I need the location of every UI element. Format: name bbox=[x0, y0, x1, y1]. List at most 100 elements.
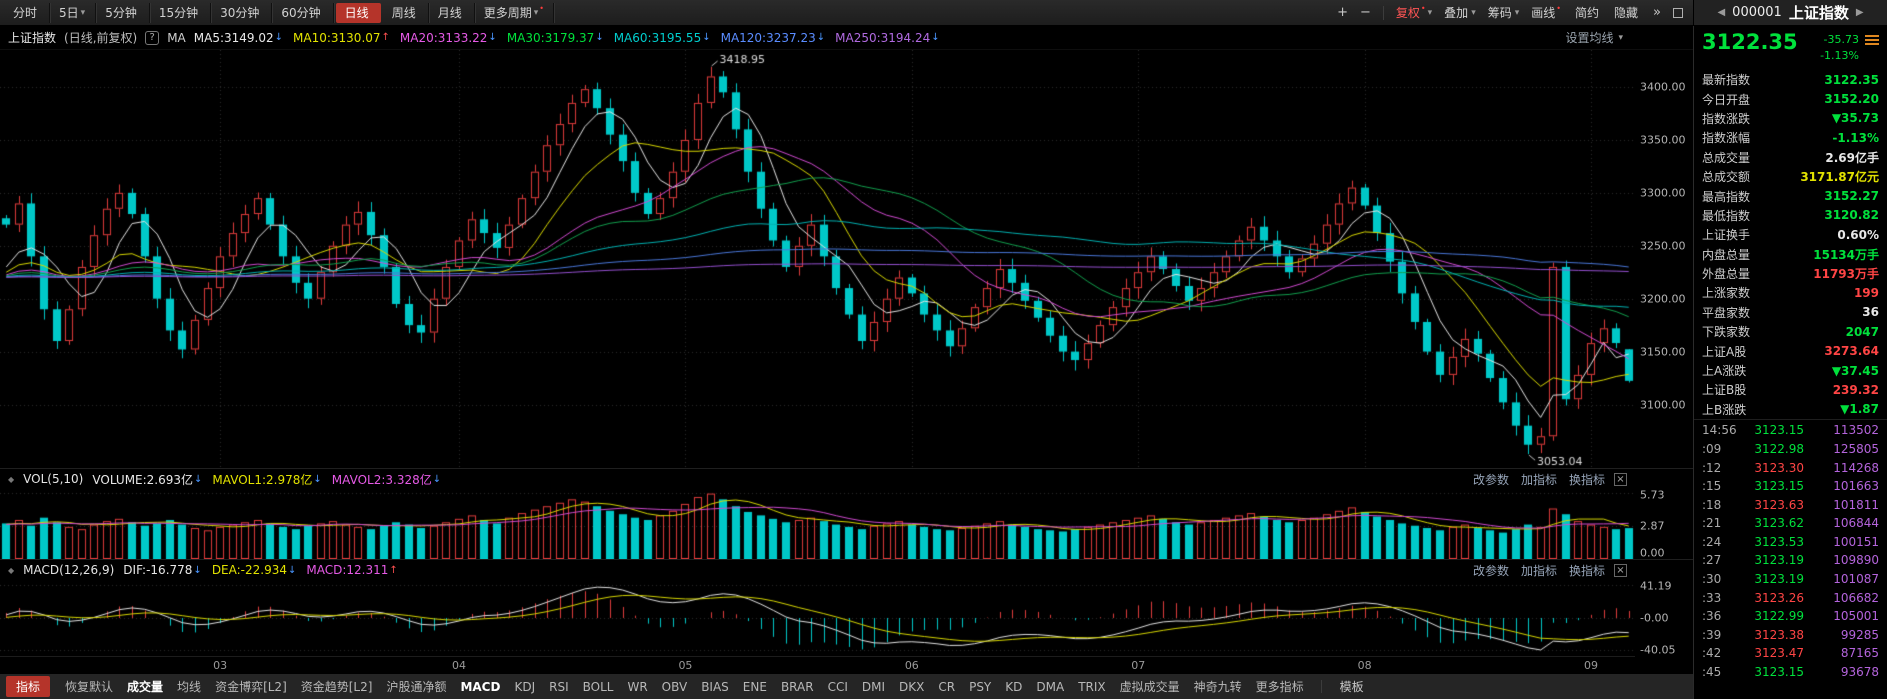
indicator-tab[interactable]: KDJ bbox=[514, 679, 536, 694]
zoom-in-icon[interactable]: + bbox=[1337, 5, 1348, 20]
indicator-tab[interactable]: TRIX bbox=[1078, 679, 1106, 694]
quote-row-value: 3171.87亿元 bbox=[1800, 170, 1879, 185]
period-tab[interactable]: 月线 bbox=[429, 2, 475, 23]
indicator-tab[interactable]: BOLL bbox=[582, 679, 614, 694]
indicator-tab[interactable]: 均线 bbox=[177, 680, 202, 694]
tool-button[interactable]: 叠加 ▾ bbox=[1444, 4, 1476, 21]
indicator-tab[interactable]: BRAR bbox=[780, 679, 814, 694]
tick-volume: 113502 bbox=[1833, 423, 1879, 438]
panel-handle-icon[interactable]: ◆ bbox=[8, 565, 15, 575]
tick-time: :24 bbox=[1702, 534, 1722, 549]
quote-row: 总成交量 2.69亿手 bbox=[1702, 148, 1879, 167]
panel-action-link[interactable]: 改参数 bbox=[1472, 563, 1509, 578]
indicator-tab[interactable]: WR bbox=[627, 679, 648, 694]
ma-settings-button[interactable]: 设置均线 ▾ bbox=[1565, 29, 1623, 46]
collapse-right-icon[interactable]: » bbox=[1653, 5, 1661, 20]
ma-value: MA20:3133.22 ↓ bbox=[400, 31, 497, 45]
tool-button[interactable]: 复权 • ▾ bbox=[1396, 4, 1432, 21]
indicator-tab[interactable]: 更多指标 bbox=[1255, 680, 1304, 694]
ma-value-text: MA120:3237.23 bbox=[720, 30, 816, 45]
panel-action-link[interactable]: 加指标 bbox=[1520, 472, 1557, 487]
indicator-tab[interactable]: KD bbox=[1005, 679, 1023, 694]
panel-action-link[interactable]: 加指标 bbox=[1520, 563, 1557, 578]
close-panel-icon[interactable]: × bbox=[1614, 563, 1627, 577]
indicator-tab[interactable]: BIAS bbox=[701, 679, 729, 694]
candlestick-chart[interactable] bbox=[0, 50, 1635, 468]
indicator-tab[interactable]: 神奇九转 bbox=[1193, 680, 1242, 694]
tool-button[interactable]: 画线 • bbox=[1531, 4, 1563, 21]
period-tab[interactable]: 周线 bbox=[383, 2, 429, 23]
period-tab-label: 30分钟 bbox=[220, 6, 260, 20]
chevron-down-icon: ▾ bbox=[1471, 7, 1476, 18]
period-tab[interactable]: 15分钟 bbox=[150, 2, 212, 23]
quote-summary: 3122.35 -35.73 -1.13% bbox=[1694, 26, 1887, 70]
tick-time: :21 bbox=[1702, 516, 1722, 531]
panel-handle-icon[interactable]: ◆ bbox=[8, 474, 15, 484]
indicator-tab[interactable]: MACD bbox=[460, 679, 501, 694]
indicator-tab[interactable]: OBV bbox=[661, 679, 688, 694]
close-panel-icon[interactable]: × bbox=[1614, 472, 1627, 486]
indicator-tab[interactable]: 资金趋势[L2] bbox=[300, 680, 373, 694]
period-tab[interactable]: 更多周期 ▾ • bbox=[475, 2, 554, 23]
tick-list[interactable]: 14:56 3123.15 113502 :09 3122.98 125805 … bbox=[1694, 419, 1887, 699]
prev-symbol-icon[interactable]: ◀ bbox=[1717, 7, 1726, 18]
chart-title: 上证指数 bbox=[8, 31, 57, 45]
panel-action-link[interactable]: 换指标 bbox=[1568, 472, 1605, 487]
ma-value: MA10:3130.07 ↑ bbox=[293, 31, 390, 45]
indicator-tab[interactable]: CCI bbox=[827, 679, 848, 694]
indicator-tab[interactable]: RSI bbox=[549, 679, 569, 694]
tool-button[interactable]: 简约 bbox=[1575, 4, 1602, 21]
period-tab[interactable]: 日线 bbox=[335, 2, 381, 23]
indicator-tab[interactable]: 资金博弈[L2] bbox=[215, 680, 287, 694]
quote-row: 上涨家数 199 bbox=[1702, 283, 1879, 302]
indicator-tab[interactable]: 虚拟成交量 bbox=[1119, 680, 1180, 694]
macd-value-text: MACD:12.311 bbox=[306, 563, 389, 577]
tool-button[interactable]: 筹码 ▾ bbox=[1488, 4, 1520, 21]
symbol-switcher: ◀ 000001 上证指数 ▶ bbox=[1693, 0, 1887, 25]
quote-menu-icon[interactable] bbox=[1865, 31, 1879, 45]
help-icon[interactable]: ? bbox=[145, 30, 160, 45]
quote-row-label: 总成交量 bbox=[1702, 150, 1751, 165]
indicator-tab[interactable]: DMA bbox=[1036, 679, 1065, 694]
period-tab[interactable]: 60分钟 bbox=[272, 2, 334, 23]
period-tab[interactable]: 5日 ▾ bbox=[50, 2, 97, 23]
quote-row: 平盘家数 36 bbox=[1702, 303, 1879, 322]
quote-sidebar: 3122.35 -35.73 -1.13% 最新指数 3122.35 今日开盘 bbox=[1693, 26, 1887, 699]
indicator-menu-button[interactable]: 指标 bbox=[6, 676, 51, 697]
tick-time: :18 bbox=[1702, 497, 1722, 512]
indicator-tab[interactable]: 沪股通净额 bbox=[386, 680, 447, 694]
trend-arrow-icon: ↑ bbox=[381, 32, 390, 43]
panel-action-link[interactable]: 换指标 bbox=[1568, 563, 1605, 578]
tool-button[interactable]: 隐藏 bbox=[1614, 4, 1641, 21]
indicator-tab[interactable]: ENE bbox=[742, 679, 767, 694]
volume-value: MAVOL1:2.978亿 ↓ bbox=[212, 471, 321, 488]
quote-row-value: 0.60% bbox=[1837, 227, 1879, 242]
template-button[interactable]: 模板 bbox=[1339, 680, 1364, 694]
tool-button-label: 画线 bbox=[1531, 6, 1556, 20]
next-symbol-icon[interactable]: ▶ bbox=[1855, 7, 1864, 18]
quote-row-label: 内盘总量 bbox=[1702, 247, 1751, 262]
indicator-tab[interactable]: 成交量 bbox=[127, 680, 164, 694]
period-tab[interactable]: 5分钟 bbox=[96, 2, 150, 23]
quote-row: 上B涨跌 ▼1.87 bbox=[1702, 400, 1879, 419]
zoom-out-icon[interactable]: − bbox=[1360, 5, 1371, 20]
tool-button-label: 复权 bbox=[1395, 6, 1420, 20]
macd-chart[interactable] bbox=[0, 580, 1635, 656]
period-tab[interactable]: 分时 bbox=[4, 2, 51, 23]
indicator-tab[interactable]: CR bbox=[938, 679, 956, 694]
period-tab-label: 15分钟 bbox=[158, 6, 199, 20]
volume-chart[interactable] bbox=[0, 489, 1635, 559]
quote-row-label: 最低指数 bbox=[1702, 208, 1751, 223]
tick-row: :45 3123.15 93678 bbox=[1702, 663, 1879, 682]
indicator-tab[interactable]: PSY bbox=[969, 679, 992, 694]
trend-arrow-icon: ↓ bbox=[313, 473, 322, 485]
tick-volume: 109890 bbox=[1833, 553, 1879, 568]
panel-action-link[interactable]: 改参数 bbox=[1472, 472, 1509, 487]
indicator-tab[interactable]: DMI bbox=[861, 679, 886, 694]
tick-volume: 106682 bbox=[1833, 590, 1879, 605]
period-tab[interactable]: 30分钟 bbox=[211, 2, 273, 23]
quote-row-label: 平盘家数 bbox=[1702, 305, 1751, 320]
indicator-tab[interactable]: 恢复默认 bbox=[65, 680, 114, 694]
fullscreen-icon[interactable] bbox=[1673, 7, 1683, 18]
indicator-tab[interactable]: DKX bbox=[899, 679, 925, 694]
